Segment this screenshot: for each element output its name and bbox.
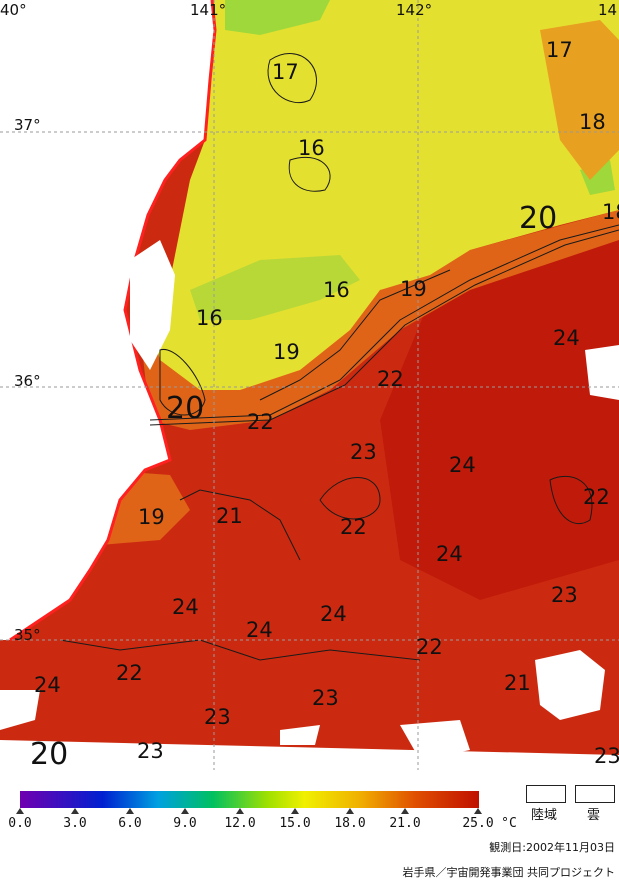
longitude-label: 141° <box>190 1 227 19</box>
isotherm-label: 22 <box>377 367 404 391</box>
isotherm-label: 19 <box>273 340 300 364</box>
colorbar-tick-label: 0.0 <box>8 816 32 831</box>
colorbar-tick-label: 18.0 <box>334 816 366 831</box>
observation-date: 観測日:2002年11月03日 <box>489 841 615 854</box>
colorbar-tick <box>346 808 354 814</box>
isotherm-label: 20 <box>519 201 558 236</box>
map-footer: 0.0 3.0 6.0 9.0 12.0 15.0 18.0 21.0 25.0… <box>0 770 619 881</box>
longitude-label: 14 <box>598 1 618 19</box>
cloud-5 <box>0 690 40 730</box>
isotherm-label: 23 <box>312 686 339 710</box>
isotherm-label: 20 <box>166 391 205 426</box>
ne-warm-blob <box>540 20 619 180</box>
isotherm-label: 16 <box>196 306 223 330</box>
isotherm-label: 17 <box>272 60 299 84</box>
cool-patch-2 <box>225 0 330 35</box>
latitude-label: 36° <box>14 372 41 390</box>
isotherm-label: 24 <box>34 673 61 697</box>
isotherm-label: 24 <box>553 326 580 350</box>
temperature-colorbar <box>20 791 479 808</box>
colorbar-tick <box>291 808 299 814</box>
colorbar-tick <box>401 808 409 814</box>
isotherm-label: 17 <box>546 38 573 62</box>
isotherm-label: 21 <box>216 504 243 528</box>
cloud-4 <box>535 650 605 720</box>
cloud-legend-swatch <box>575 785 615 803</box>
land-legend-swatch <box>526 785 566 803</box>
isotherm-label: 16 <box>323 278 350 302</box>
isotherm-label: 22 <box>116 661 143 685</box>
isotherm-label: 20 <box>30 737 69 770</box>
isotherm-label: 24 <box>172 595 199 619</box>
isotherm-label: 22 <box>340 515 367 539</box>
isotherm-label: 23 <box>551 583 578 607</box>
isotherm-label: 22 <box>416 635 443 659</box>
colorbar-tick-label: 21.0 <box>389 816 421 831</box>
cloud-8 <box>280 725 320 745</box>
sst-map: 40° 141° 142° 14 37° 36° 35° 17 17 18 16… <box>0 0 619 770</box>
colorbar-tick-label: 3.0 <box>63 816 87 831</box>
cloud-3 <box>0 470 25 520</box>
isotherm-label: 23 <box>350 440 377 464</box>
latitude-label: 37° <box>14 116 41 134</box>
isotherm-label: 18 <box>579 110 606 134</box>
isotherm-label: 23 <box>137 739 164 763</box>
isotherm-label: 24 <box>436 542 463 566</box>
colorbar-tick-label: 12.0 <box>224 816 256 831</box>
isotherm-label: 16 <box>298 136 325 160</box>
land-legend-label: 陸域 <box>531 808 558 823</box>
cloud-6 <box>0 740 619 770</box>
credit-line: 岩手県／宇宙開発事業団 共同プロジェクト <box>402 866 616 879</box>
coastline <box>9 0 217 642</box>
isotherm-label: 22 <box>583 485 610 509</box>
isotherm-label: 22 <box>247 410 274 434</box>
isotherm-label: 24 <box>449 453 476 477</box>
colorbar-tick <box>236 808 244 814</box>
latitude-label: 35° <box>14 626 41 644</box>
isotherm-label: 18 <box>602 200 619 224</box>
land-area <box>0 0 215 640</box>
isotherm-label: 23 <box>204 705 231 729</box>
longitude-label: 142° <box>396 1 433 19</box>
cool-patch-1 <box>190 255 360 320</box>
colorbar-unit: °C <box>501 816 517 831</box>
isotherm-lines <box>59 53 619 661</box>
colorbar-tick-label: 6.0 <box>118 816 142 831</box>
isotherm-label: 24 <box>246 618 273 642</box>
cloud-2 <box>585 345 619 400</box>
colorbar-tick <box>16 808 24 814</box>
isotherm-label: 23 <box>594 744 619 768</box>
colorbar-tick <box>474 808 482 814</box>
graticule <box>0 0 619 770</box>
colorbar-tick <box>181 808 189 814</box>
warm-core-area <box>380 230 619 600</box>
isotherm-label: 19 <box>138 505 165 529</box>
isotherm-label: 24 <box>320 602 347 626</box>
colorbar-tick <box>71 808 79 814</box>
sea-surface-temperature-image <box>0 0 619 770</box>
cloud-1 <box>130 240 175 370</box>
isotherm-label: 21 <box>504 671 531 695</box>
colorbar-tick-label: 25.0 <box>462 816 494 831</box>
colorbar-tick-label: 9.0 <box>173 816 197 831</box>
isotherm-label: 19 <box>400 277 427 301</box>
colorbar-tick-label: 15.0 <box>279 816 311 831</box>
colorbar-tick <box>126 808 134 814</box>
cloud-legend-label: 雲 <box>587 808 601 823</box>
longitude-label: 40° <box>0 1 27 19</box>
